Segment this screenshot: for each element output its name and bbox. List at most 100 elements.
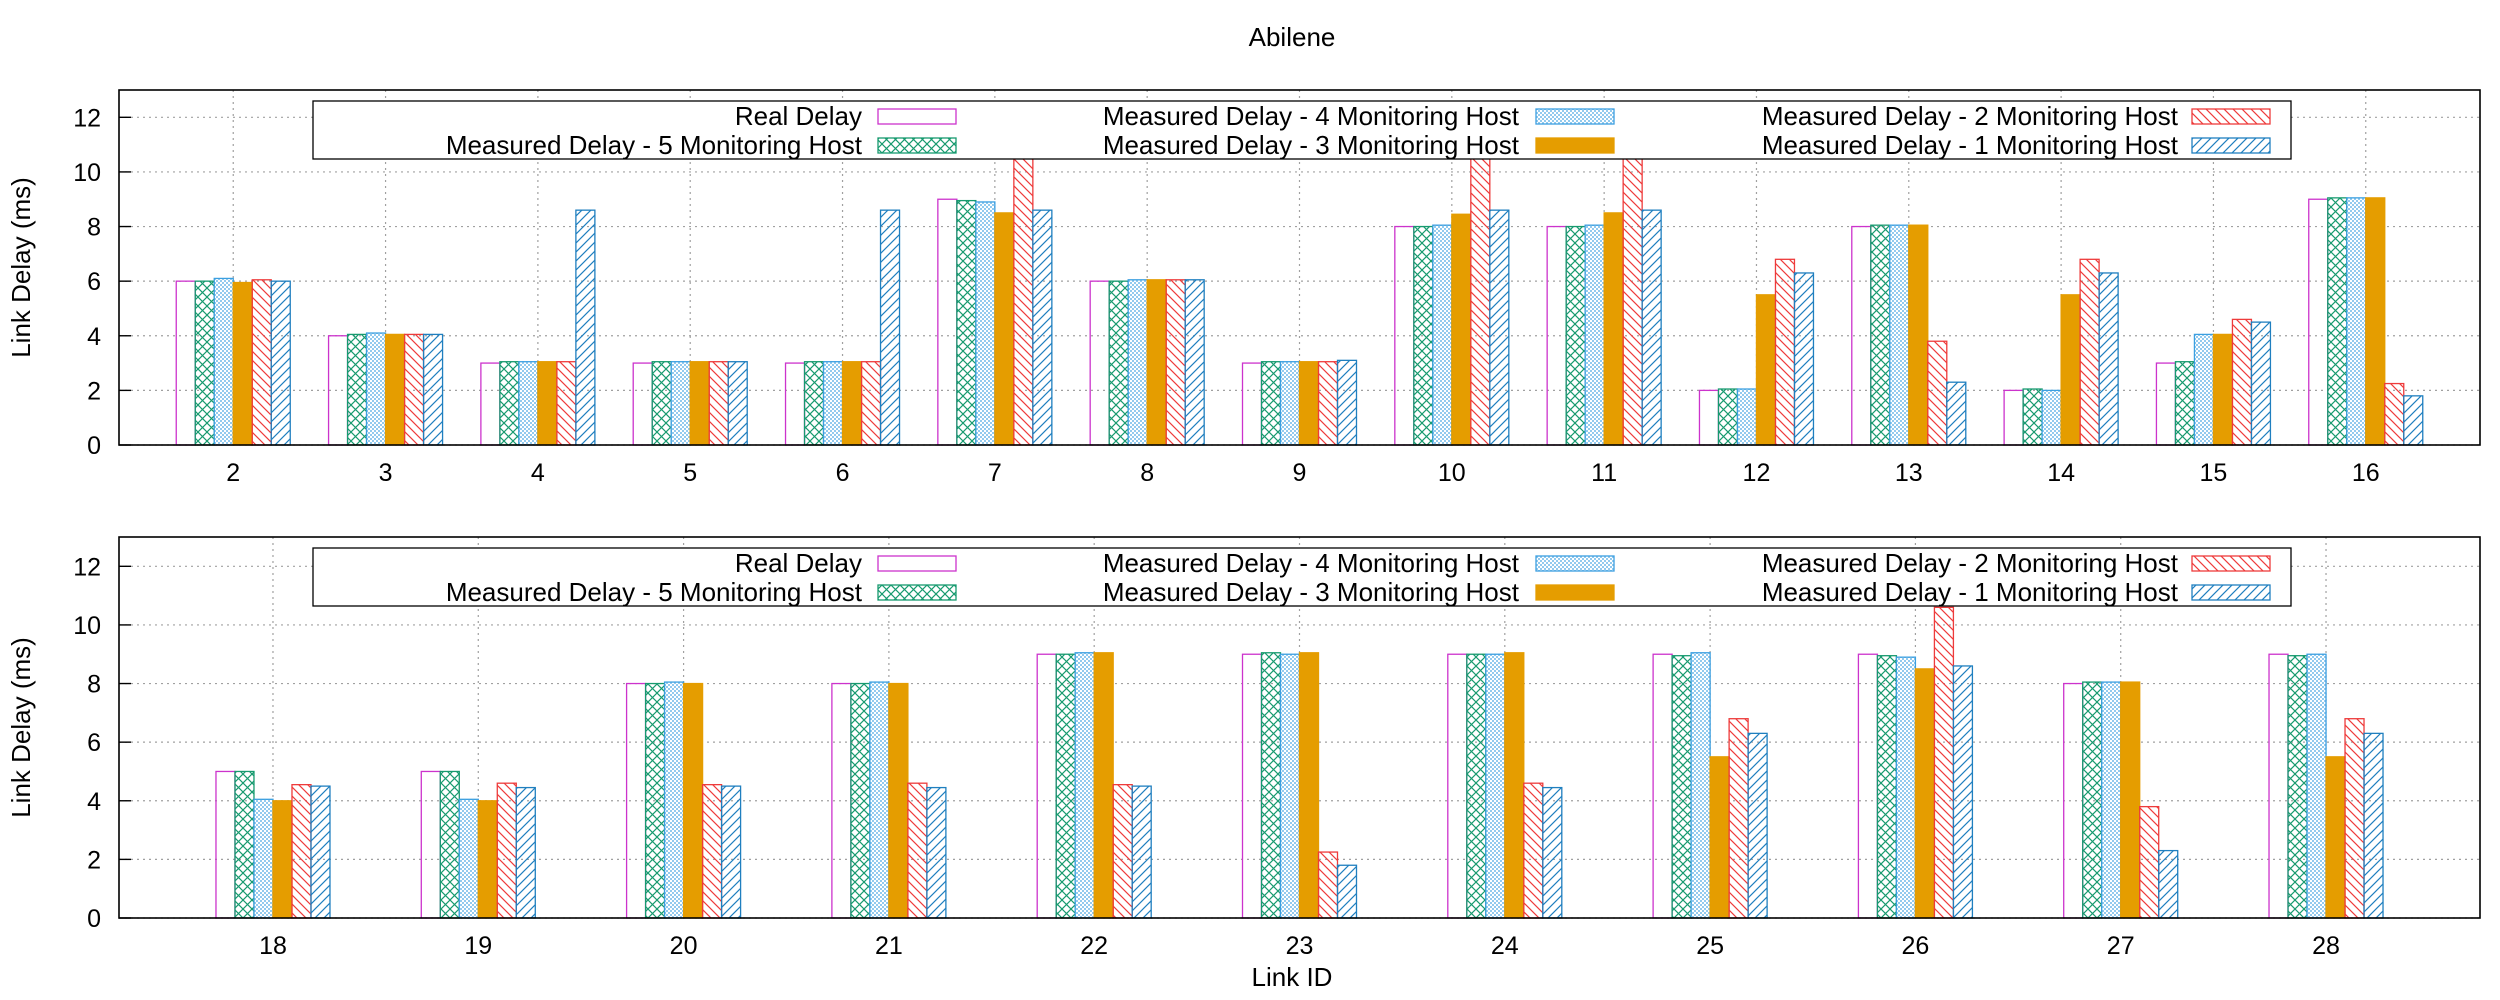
legend-label-m3: Measured Delay - 3 Monitoring Host xyxy=(1103,130,1520,160)
bar-m2-link-28 xyxy=(2344,718,2365,919)
bar-m3-link-9 xyxy=(1298,361,1320,446)
x-tick-label: 13 xyxy=(1895,459,1923,487)
x-tick-label: 26 xyxy=(1902,932,1930,960)
bar-real-link-18 xyxy=(215,770,236,919)
x-tick-label: 9 xyxy=(1293,459,1307,487)
bar-m3-link-23 xyxy=(1298,652,1320,919)
bar-m3-link-27 xyxy=(2120,681,2141,919)
bar-m3-link-12 xyxy=(1755,294,1777,446)
bar-real-link-22 xyxy=(1036,653,1057,919)
legend-label-m2: Measured Delay - 2 Monitoring Host xyxy=(1762,548,2179,578)
bar-m3-link-6 xyxy=(841,361,863,446)
x-tick-label: 2 xyxy=(226,459,240,487)
bar-real-link-2 xyxy=(175,280,196,446)
bar-real-link-23 xyxy=(1241,653,1263,919)
bar-m1-link-19 xyxy=(515,786,536,919)
x-tick-label: 22 xyxy=(1080,932,1108,960)
bar-m4-link-22 xyxy=(1074,652,1095,919)
bar-m5-link-25 xyxy=(1671,655,1692,919)
x-tick-label: 20 xyxy=(670,932,698,960)
legend-swatch-m5 xyxy=(877,584,957,601)
x-tick-label: 12 xyxy=(1743,459,1771,487)
bar-m4-link-15 xyxy=(2193,333,2215,446)
bar-real-link-5 xyxy=(632,362,653,446)
bar-m5-link-28 xyxy=(2287,655,2308,919)
y-tick-label: 0 xyxy=(87,905,101,933)
bar-m2-link-14 xyxy=(2079,258,2100,446)
bar-m4-link-14 xyxy=(2041,389,2062,446)
x-axis-label: Link ID xyxy=(1252,962,1333,992)
y-tick-label: 4 xyxy=(87,788,101,816)
x-tick-label: 10 xyxy=(1438,459,1466,487)
y-tick-label: 8 xyxy=(87,214,101,242)
bar-real-link-16 xyxy=(2308,198,2329,446)
bar-m1-link-11 xyxy=(1641,209,1662,446)
legend-swatch-m4 xyxy=(1535,555,1615,572)
bar-m1-link-13 xyxy=(1946,381,1967,446)
bar-real-link-3 xyxy=(327,335,349,446)
bar-m5-link-16 xyxy=(2327,197,2348,446)
legend-label-m5: Measured Delay - 5 Monitoring Host xyxy=(446,130,863,160)
x-tick-label: 8 xyxy=(1140,459,1154,487)
bar-real-link-9 xyxy=(1241,362,1263,446)
y-tick-label: 6 xyxy=(87,268,101,296)
legend: Real Delay Measured Delay - 4 Monitoring … xyxy=(312,547,2292,607)
plot-frame xyxy=(118,536,2481,919)
y-tick-label: 2 xyxy=(87,846,101,874)
bar-m1-link-3 xyxy=(422,333,444,446)
bar-m2-link-6 xyxy=(860,361,882,446)
bar-m3-link-7 xyxy=(994,212,1015,446)
bar-m3-link-4 xyxy=(537,361,558,446)
chart-title: Abilene xyxy=(1249,22,1336,52)
bar-real-link-28 xyxy=(2268,653,2289,919)
bar-m2-link-2 xyxy=(251,279,272,446)
legend-label-real: Real Delay xyxy=(735,101,862,131)
bar-real-link-11 xyxy=(1546,225,1567,446)
x-tick-label: 19 xyxy=(464,932,492,960)
bar-m1-link-21 xyxy=(926,786,947,919)
bar-m3-link-18 xyxy=(272,800,293,919)
bar-m3-link-15 xyxy=(2212,333,2234,446)
bar-m1-link-28 xyxy=(2363,732,2384,919)
legend-label-m4: Measured Delay - 4 Monitoring Host xyxy=(1103,548,1520,578)
bar-m1-link-10 xyxy=(1489,209,1510,446)
bar-m5-link-12 xyxy=(1717,388,1739,446)
y-tick-label: 4 xyxy=(87,323,101,351)
bar-m5-link-10 xyxy=(1413,225,1434,446)
bar-m4-link-16 xyxy=(2346,197,2367,446)
plot-frame xyxy=(118,89,2481,446)
x-tick-label: 24 xyxy=(1491,932,1519,960)
legend-swatch-m4 xyxy=(1535,108,1615,125)
bar-m3-link-24 xyxy=(1504,652,1525,919)
legend-label-m2: Measured Delay - 2 Monitoring Host xyxy=(1762,101,2179,131)
bar-m4-link-4 xyxy=(518,361,539,446)
bar-m4-link-26 xyxy=(1895,656,1917,919)
bar-m1-link-24 xyxy=(1542,786,1563,919)
bar-m1-link-26 xyxy=(1952,665,1974,919)
bar-m1-link-8 xyxy=(1184,279,1205,446)
bar-m2-link-8 xyxy=(1165,279,1186,446)
bar-m3-link-13 xyxy=(1908,224,1929,446)
bar-m4-link-7 xyxy=(975,201,996,446)
bar-m1-link-9 xyxy=(1336,359,1358,446)
bar-m2-link-18 xyxy=(291,784,312,919)
bar-m5-link-2 xyxy=(194,280,215,446)
y-tick-label: 12 xyxy=(73,553,101,581)
bar-m2-link-16 xyxy=(2384,382,2405,446)
bar-m4-link-23 xyxy=(1279,653,1301,919)
legend-label-m1: Measured Delay - 1 Monitoring Host xyxy=(1762,130,2179,160)
bar-m4-link-9 xyxy=(1279,361,1301,446)
y-tick-label: 6 xyxy=(87,729,101,757)
bar-m5-link-6 xyxy=(803,361,825,446)
bar-m1-link-27 xyxy=(2158,849,2179,919)
bar-m2-link-21 xyxy=(907,782,928,919)
legend-swatch-m5 xyxy=(877,137,957,154)
bar-m2-link-26 xyxy=(1933,606,1955,919)
bar-real-link-25 xyxy=(1652,653,1673,919)
y-axis-label: Link Delay (ms) xyxy=(6,637,36,818)
legend-box xyxy=(312,100,2292,160)
legend-label-m4: Measured Delay - 4 Monitoring Host xyxy=(1103,101,1520,131)
bar-m5-link-27 xyxy=(2082,681,2103,919)
bar-m5-link-22 xyxy=(1055,653,1076,919)
x-tick-label: 7 xyxy=(988,459,1002,487)
